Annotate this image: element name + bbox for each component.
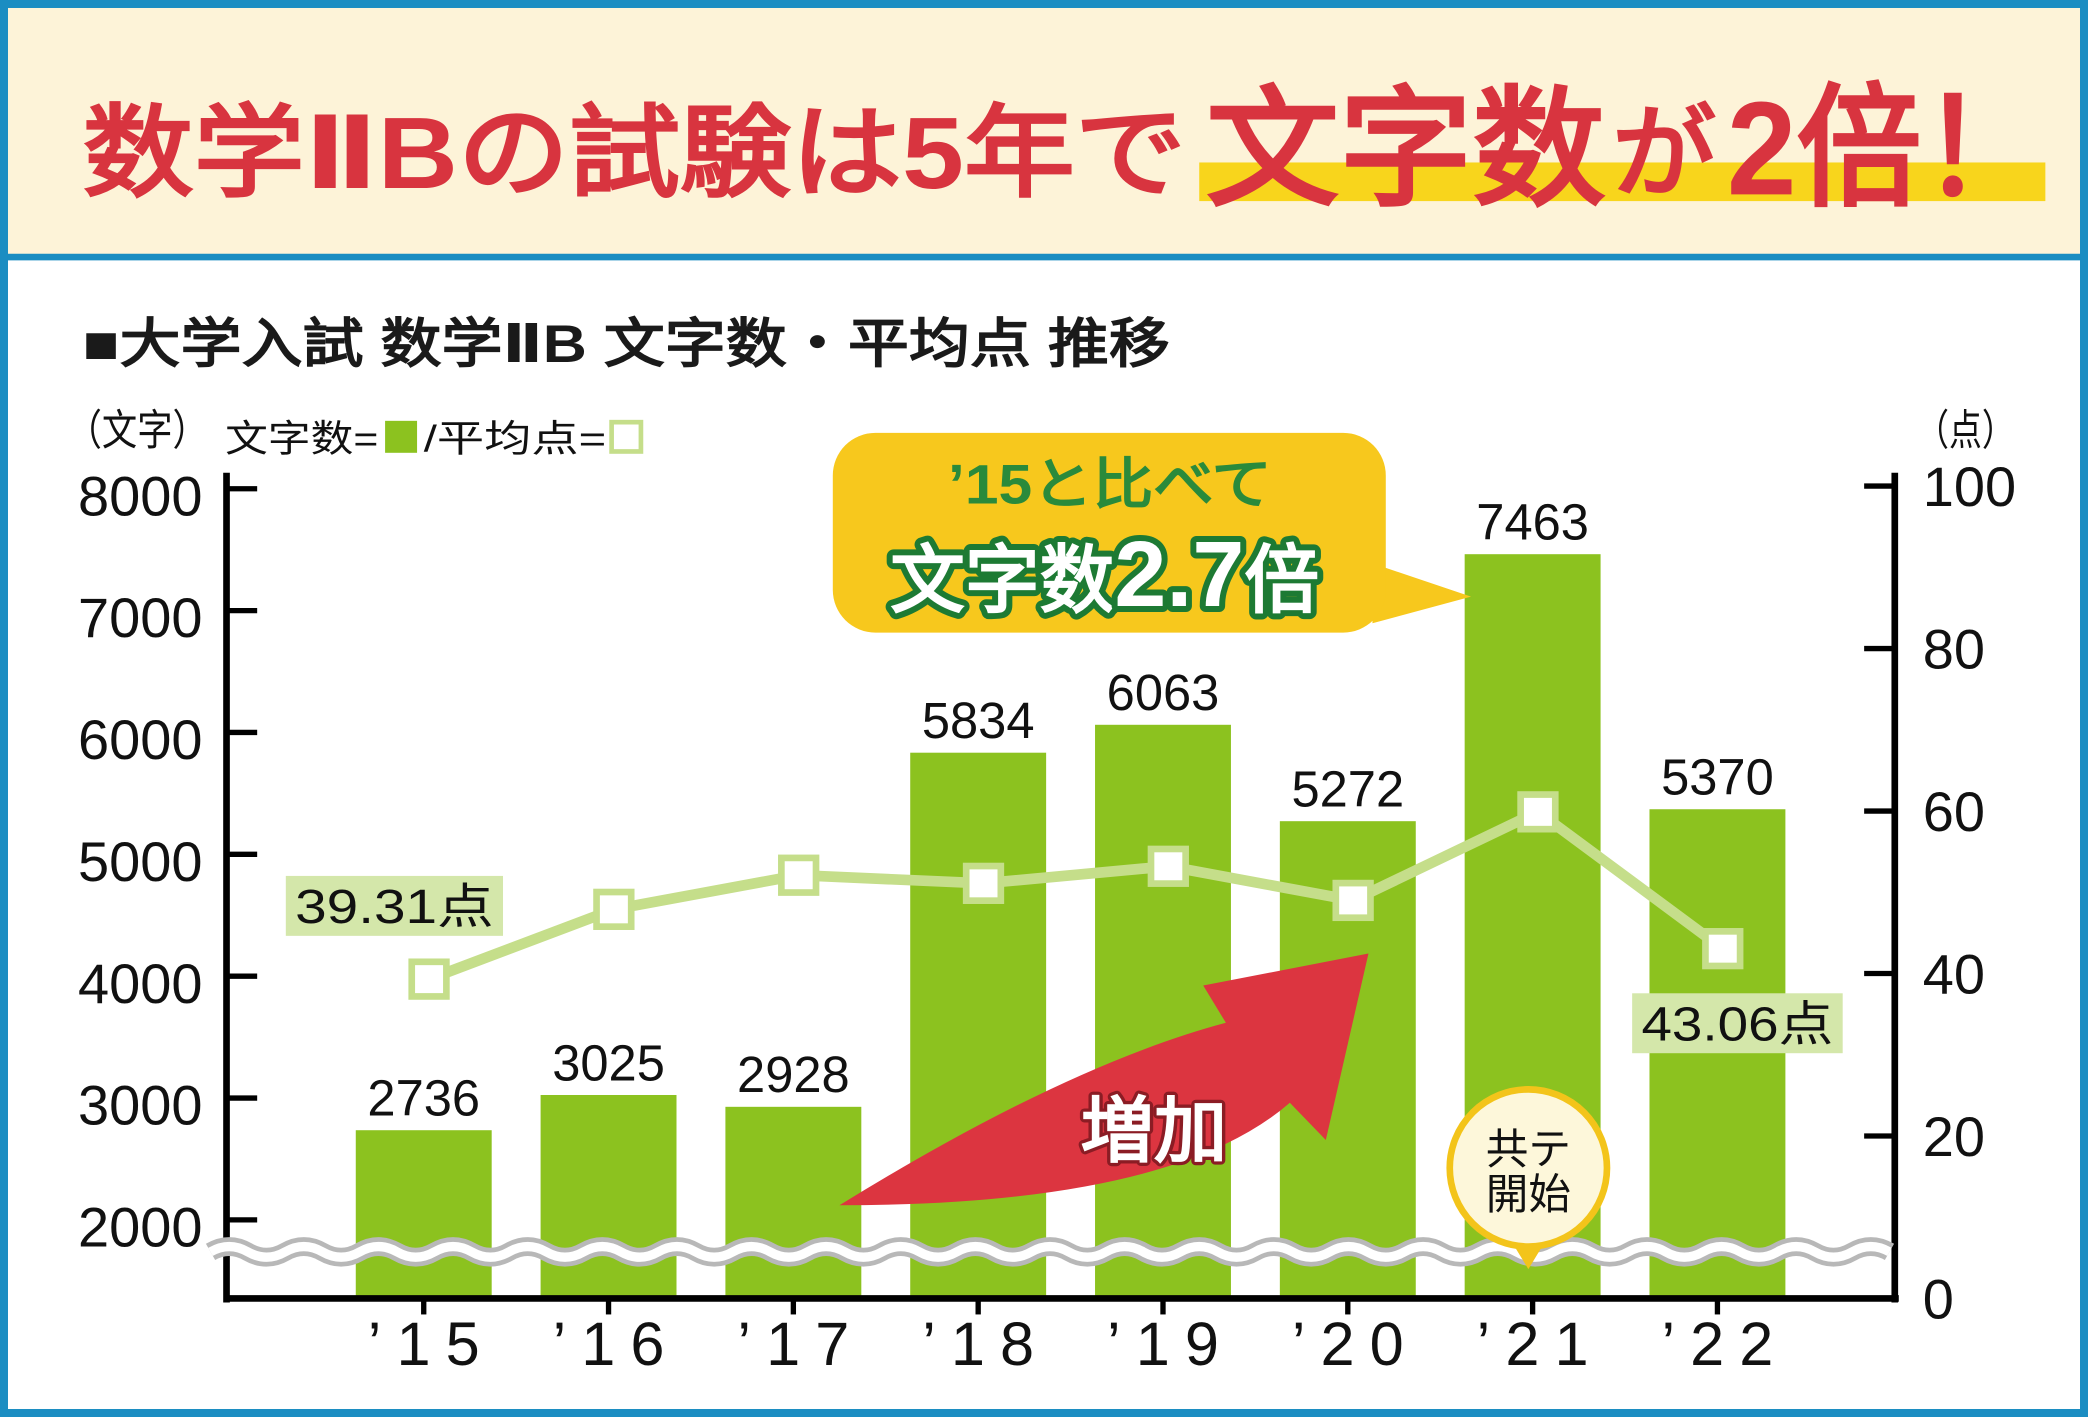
callout-line-2: 文字数2.7倍 — [890, 522, 1319, 626]
bar-value-label: 7463 — [1476, 494, 1589, 551]
score-marker — [962, 862, 1005, 904]
score-marker — [408, 958, 450, 1000]
badge-line-1: 共テ — [1486, 1126, 1571, 1174]
title-part-4: 2倍！ — [1727, 74, 2047, 223]
legend-swatch-bar — [385, 420, 418, 453]
right-axis-tick-label: 60 — [1923, 780, 1985, 843]
right-axis-tick-label: 80 — [1923, 618, 1985, 681]
legend-label-characters: 文字数 — [225, 417, 353, 459]
legend-swatch-line — [609, 419, 644, 454]
banner-background — [0, 0, 2088, 258]
callout-line-1: ’15と比べて — [948, 452, 1272, 515]
bar-value-label: 5370 — [1661, 749, 1774, 806]
badge-line-2: 開始 — [1486, 1171, 1571, 1219]
left-axis-tick-label: 3000 — [78, 1074, 202, 1137]
bar-value-label: 5834 — [922, 692, 1035, 749]
score-point-label-box — [285, 875, 504, 936]
score-marker — [1332, 879, 1374, 922]
score-marker — [1702, 928, 1744, 970]
bar-value-label: 2928 — [737, 1046, 850, 1103]
left-axis-unit-label: （文字） — [67, 407, 208, 455]
right-axis-tick-label: 20 — [1923, 1105, 1985, 1168]
legend-separator: / — [424, 417, 438, 459]
chart-heading: ■大学入試 数学ⅡB 文字数・平均点 推移 — [83, 315, 1170, 374]
title-part-2: 文字数 — [1206, 76, 1606, 222]
score-marker — [1517, 791, 1559, 833]
legend-label-score: 平均点 — [437, 417, 579, 459]
callout-unit: 倍 — [1244, 538, 1319, 622]
score-line-series — [408, 791, 1744, 1000]
right-axis-tick-label: 40 — [1923, 943, 1985, 1006]
score-point-label-text: 43.06点 — [1641, 999, 1833, 1052]
left-axis-tick-label: 7000 — [78, 586, 202, 649]
score-point-label-box — [1632, 993, 1843, 1054]
legend-equals: = — [579, 417, 607, 459]
axis-break-wave-inner — [208, 1241, 1892, 1262]
left-axis-tick-label: 4000 — [78, 952, 202, 1015]
callout-ratio: 2.7 — [1114, 522, 1244, 626]
x-axis-ticks — [421, 1298, 1721, 1315]
legend-equals: = — [353, 417, 378, 459]
bar-value-labels: 2736 3025 2928 5834 6063 5272 7463 5370 — [367, 494, 1773, 1127]
increase-arrow-shape — [839, 953, 1369, 1206]
right-axis-tick-label: 100 — [1923, 455, 2016, 518]
bar-18 — [910, 752, 1047, 1299]
right-axis-ticks: 100 80 60 40 20 0 — [1864, 455, 2016, 1330]
left-axis-tick-label: 6000 — [78, 708, 202, 771]
score-marker — [593, 888, 635, 930]
common-test-badge: 共テ 開始 — [1446, 1086, 1611, 1270]
left-axis-ticks: 8000 7000 6000 5000 4000 3000 2000 — [78, 464, 258, 1259]
title-highlight — [1199, 162, 2046, 202]
bar-value-label: 5272 — [1291, 761, 1404, 818]
title-banner: 数学ⅡBの試験は5年で 文字数 が 2倍！ — [0, 0, 2088, 261]
increase-arrow: 増加 — [839, 953, 1369, 1206]
increase-arrow-label: 増加 — [1081, 1092, 1228, 1172]
left-axis-tick-label: 2000 — [78, 1196, 202, 1259]
score-line — [427, 806, 1726, 985]
bar-value-label: 2736 — [367, 1070, 480, 1127]
left-axis-tick-label: 8000 — [78, 464, 202, 527]
score-point-labels: 39.31点 43.06点 — [285, 875, 1843, 1054]
callout: ’15と比べて 文字数2.7倍 — [832, 432, 1472, 633]
bar-15 — [355, 1130, 492, 1299]
score-point-label: 43.06点 — [1632, 993, 1843, 1054]
callout-tail — [1372, 563, 1472, 624]
right-axis-unit-label: （点） — [1916, 407, 2015, 455]
score-marker — [1147, 845, 1189, 887]
title-part-3: が — [1612, 97, 1716, 210]
score-point-label: 39.31点 — [285, 875, 504, 936]
axis-break — [205, 1237, 1895, 1267]
bar-22 — [1649, 809, 1786, 1299]
bar-19 — [1095, 724, 1231, 1299]
title-part-1: 数学ⅡBの試験は5年で — [83, 97, 1186, 210]
right-axis-tick-label: 0 — [1923, 1267, 1954, 1330]
left-axis-tick-label: 5000 — [78, 830, 202, 893]
bar-16 — [540, 1094, 677, 1299]
legend-entry-characters: 文字数 = — [225, 417, 378, 459]
bar-value-label: 6063 — [1107, 664, 1220, 721]
badge-circle — [1446, 1086, 1611, 1250]
score-marker — [778, 854, 820, 896]
callout-word: 文字数 — [890, 538, 1115, 622]
callout-box — [832, 432, 1386, 633]
legend-entry-score: /平均点 = — [424, 417, 607, 459]
bar-value-label: 3025 — [552, 1034, 665, 1091]
bar-17 — [725, 1106, 862, 1299]
legend: 文字数 = /平均点 = — [225, 417, 644, 459]
score-point-label-text: 39.31点 — [295, 881, 494, 934]
